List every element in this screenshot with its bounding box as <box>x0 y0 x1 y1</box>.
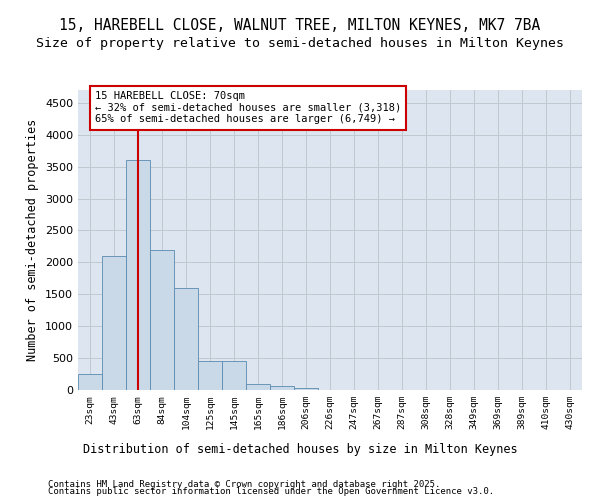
Text: 15, HAREBELL CLOSE, WALNUT TREE, MILTON KEYNES, MK7 7BA: 15, HAREBELL CLOSE, WALNUT TREE, MILTON … <box>59 18 541 32</box>
Text: 15 HAREBELL CLOSE: 70sqm
← 32% of semi-detached houses are smaller (3,318)
65% o: 15 HAREBELL CLOSE: 70sqm ← 32% of semi-d… <box>95 92 401 124</box>
Bar <box>102 256 126 390</box>
Bar <box>126 160 150 390</box>
Text: Size of property relative to semi-detached houses in Milton Keynes: Size of property relative to semi-detach… <box>36 38 564 51</box>
Bar <box>294 388 318 390</box>
Text: Contains HM Land Registry data © Crown copyright and database right 2025.: Contains HM Land Registry data © Crown c… <box>48 480 440 489</box>
Bar <box>150 250 174 390</box>
Y-axis label: Number of semi-detached properties: Number of semi-detached properties <box>26 119 40 361</box>
Bar <box>198 362 222 390</box>
Bar <box>174 288 198 390</box>
Text: Distribution of semi-detached houses by size in Milton Keynes: Distribution of semi-detached houses by … <box>83 442 517 456</box>
Bar <box>270 386 294 390</box>
Bar <box>222 362 246 390</box>
Text: Contains public sector information licensed under the Open Government Licence v3: Contains public sector information licen… <box>48 488 494 496</box>
Bar <box>78 374 102 390</box>
Bar <box>246 384 270 390</box>
